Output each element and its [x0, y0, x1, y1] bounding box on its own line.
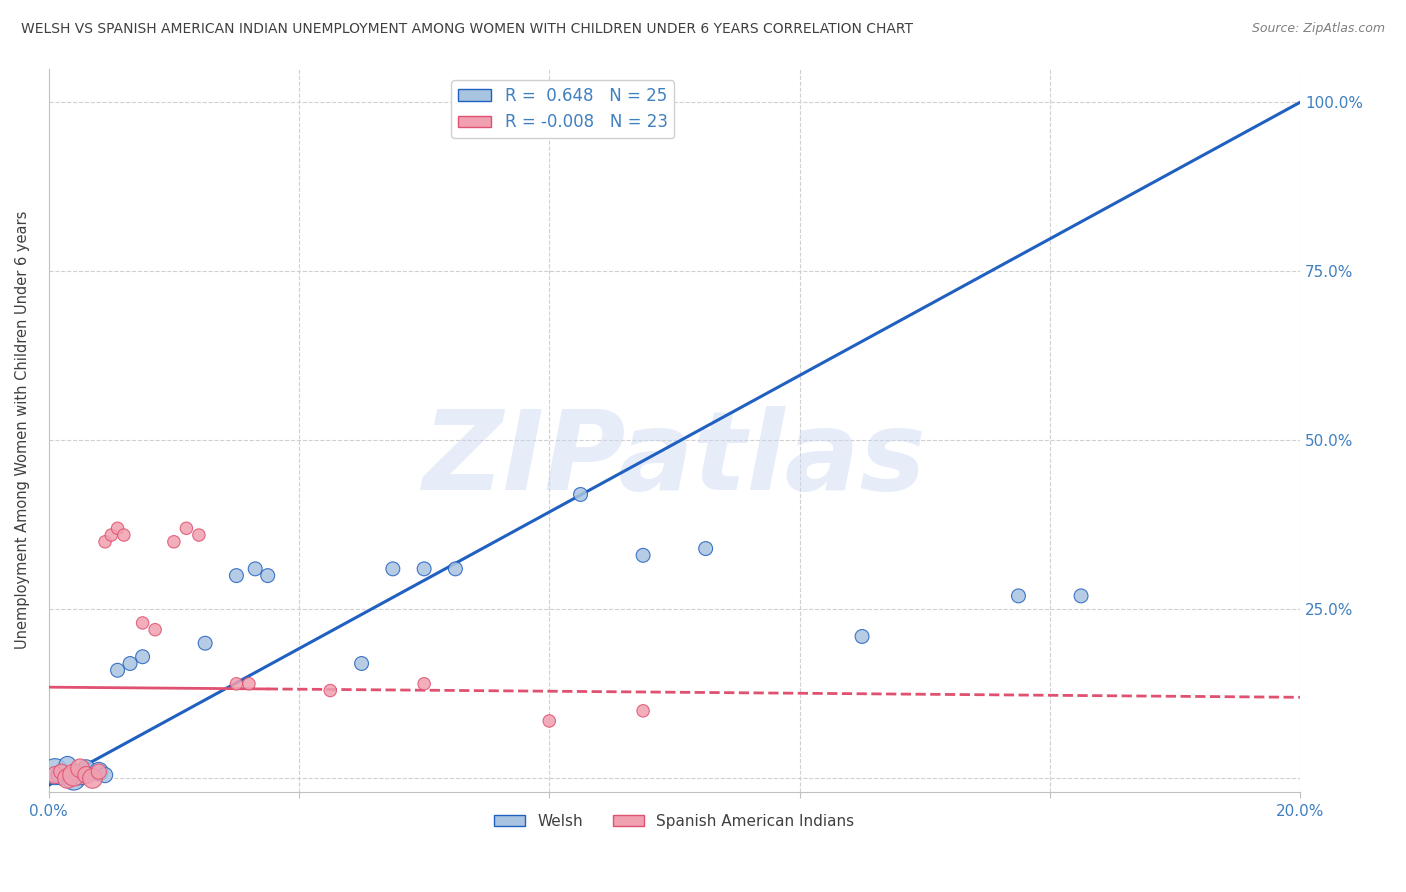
Point — [444, 562, 467, 576]
Point — [538, 714, 561, 728]
Point — [94, 768, 117, 782]
Point — [245, 562, 267, 576]
Point — [851, 630, 873, 644]
Legend: Welsh, Spanish American Indians: Welsh, Spanish American Indians — [488, 808, 860, 835]
Point — [187, 528, 209, 542]
Point — [381, 562, 404, 576]
Point — [75, 761, 97, 775]
Point — [107, 521, 129, 535]
Text: WELSH VS SPANISH AMERICAN INDIAN UNEMPLOYMENT AMONG WOMEN WITH CHILDREN UNDER 6 : WELSH VS SPANISH AMERICAN INDIAN UNEMPLO… — [21, 22, 912, 37]
Point — [631, 704, 654, 718]
Point — [225, 677, 247, 691]
Point — [413, 562, 436, 576]
Point — [350, 657, 373, 671]
Point — [94, 534, 117, 549]
Point — [51, 764, 73, 779]
Point — [51, 768, 73, 782]
Point — [194, 636, 217, 650]
Point — [75, 768, 97, 782]
Point — [69, 761, 91, 775]
Point — [1007, 589, 1029, 603]
Point — [62, 768, 84, 782]
Point — [569, 487, 592, 501]
Point — [413, 677, 436, 691]
Point — [238, 677, 260, 691]
Point — [56, 772, 79, 786]
Point — [163, 534, 186, 549]
Point — [107, 663, 129, 677]
Point — [131, 615, 153, 630]
Point — [176, 521, 198, 535]
Point — [319, 683, 342, 698]
Point — [120, 657, 142, 671]
Point — [225, 568, 247, 582]
Point — [62, 772, 84, 786]
Point — [56, 758, 79, 772]
Point — [631, 549, 654, 563]
Point — [1070, 589, 1092, 603]
Point — [695, 541, 717, 556]
Point — [69, 768, 91, 782]
Y-axis label: Unemployment Among Women with Children Under 6 years: Unemployment Among Women with Children U… — [15, 211, 30, 649]
Point — [87, 764, 110, 779]
Text: ZIPatlas: ZIPatlas — [423, 406, 927, 513]
Point — [143, 623, 166, 637]
Point — [87, 764, 110, 779]
Point — [100, 528, 122, 542]
Point — [112, 528, 135, 542]
Point — [82, 772, 104, 786]
Point — [44, 764, 66, 779]
Point — [256, 568, 278, 582]
Point — [44, 768, 66, 782]
Point — [131, 649, 153, 664]
Text: Source: ZipAtlas.com: Source: ZipAtlas.com — [1251, 22, 1385, 36]
